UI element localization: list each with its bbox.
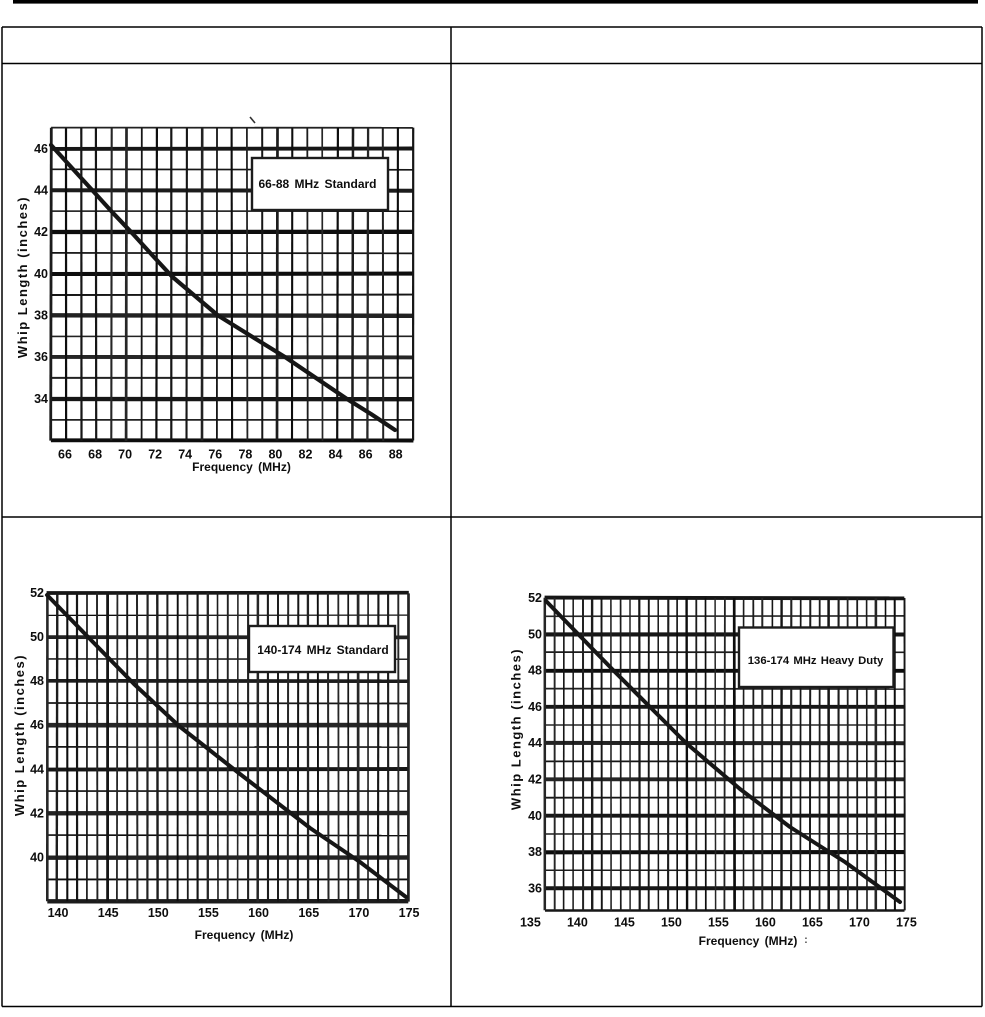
svg-text:Frequency (MHz): Frequency (MHz) (699, 934, 798, 948)
svg-text:44: 44 (528, 736, 542, 750)
svg-text:155: 155 (198, 906, 219, 920)
svg-text:38: 38 (34, 309, 48, 323)
svg-text:42: 42 (34, 225, 48, 239)
svg-text:140: 140 (567, 916, 588, 930)
svg-text:44: 44 (30, 762, 44, 776)
svg-text:Frequency (MHz): Frequency (MHz) (192, 460, 291, 474)
svg-text:88: 88 (389, 448, 403, 462)
svg-text:Whip Length (inches): Whip Length (inches) (15, 196, 30, 358)
svg-text:145: 145 (98, 906, 119, 920)
svg-text:140: 140 (48, 906, 69, 920)
svg-text:165: 165 (298, 906, 319, 920)
svg-text:50: 50 (30, 630, 44, 644)
svg-text:52: 52 (528, 591, 542, 605)
svg-text:Whip Length (inches): Whip Length (inches) (509, 648, 524, 810)
svg-text:170: 170 (348, 906, 369, 920)
svg-text:145: 145 (614, 916, 635, 930)
svg-text:160: 160 (755, 916, 776, 930)
svg-text:40: 40 (34, 267, 48, 281)
svg-text:150: 150 (661, 916, 682, 930)
svg-text:Whip Length (inches): Whip Length (inches) (12, 654, 27, 816)
svg-text:40: 40 (30, 850, 44, 864)
svg-text:36: 36 (34, 350, 48, 364)
svg-text:Frequency (MHz): Frequency (MHz) (195, 928, 294, 942)
svg-text:40: 40 (528, 809, 542, 823)
svg-text:74: 74 (178, 448, 192, 462)
svg-text:165: 165 (802, 916, 823, 930)
svg-text:160: 160 (248, 906, 269, 920)
svg-text:46: 46 (30, 718, 44, 732)
svg-text:52: 52 (30, 586, 44, 600)
svg-text:46: 46 (528, 700, 542, 714)
svg-text:155: 155 (708, 916, 729, 930)
svg-text:66-88 MHz Standard: 66-88 MHz Standard (258, 177, 376, 191)
svg-text:175: 175 (896, 916, 917, 930)
svg-text:48: 48 (30, 674, 44, 688)
svg-text:36: 36 (528, 881, 542, 895)
svg-text:86: 86 (359, 448, 373, 462)
svg-text:84: 84 (329, 448, 343, 462)
svg-text:42: 42 (30, 806, 44, 820)
svg-text:68: 68 (88, 448, 102, 462)
svg-text:170: 170 (849, 916, 870, 930)
svg-text:48: 48 (528, 664, 542, 678)
svg-text:44: 44 (34, 184, 48, 198)
svg-text:66: 66 (58, 448, 72, 462)
svg-text:38: 38 (528, 845, 542, 859)
svg-text:140-174 MHz Standard: 140-174 MHz Standard (257, 643, 388, 657)
svg-text:72: 72 (148, 448, 162, 462)
svg-text:42: 42 (528, 773, 542, 787)
svg-text:46: 46 (34, 142, 48, 156)
svg-text:70: 70 (118, 448, 132, 462)
svg-text:135: 135 (520, 916, 541, 930)
svg-text:82: 82 (299, 448, 313, 462)
svg-text:136-174 MHz Heavy Duty: 136-174 MHz Heavy Duty (748, 655, 884, 667)
svg-text:150: 150 (148, 906, 169, 920)
svg-text:34: 34 (34, 392, 48, 406)
svg-text:175: 175 (399, 906, 420, 920)
svg-text:50: 50 (528, 627, 542, 641)
svg-text::: : (804, 934, 808, 946)
